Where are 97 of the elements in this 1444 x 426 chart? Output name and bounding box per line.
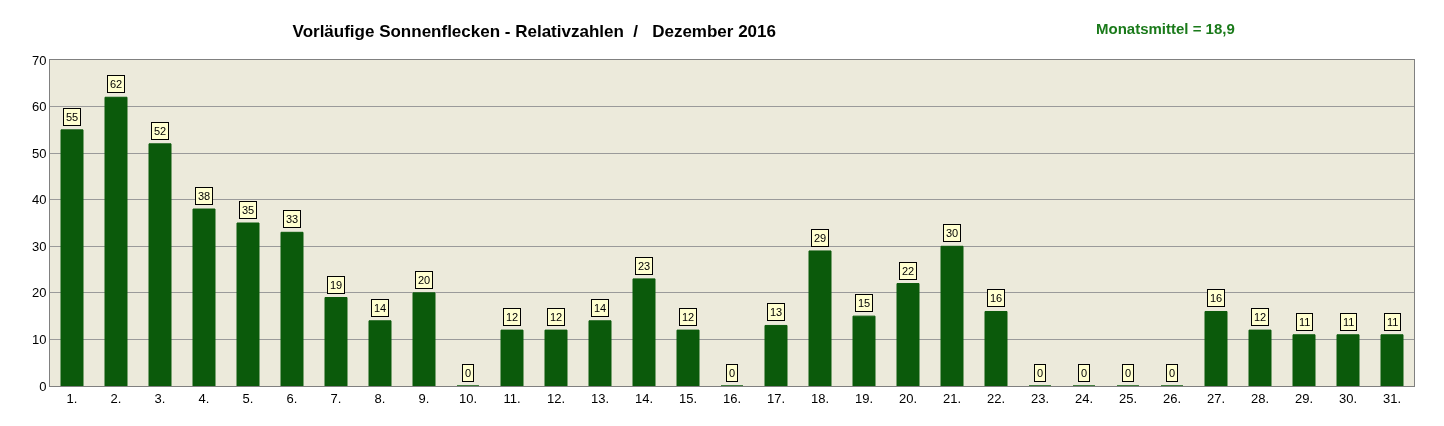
x-tick-label: 14. bbox=[634, 390, 654, 406]
bar bbox=[104, 96, 128, 386]
bar bbox=[1292, 334, 1316, 386]
y-tick-label: 30 bbox=[31, 238, 47, 254]
x-tick-label: 9. bbox=[418, 390, 430, 406]
bar bbox=[1380, 334, 1404, 386]
data-label: 0 bbox=[729, 367, 736, 379]
x-tick-label: 13. bbox=[590, 390, 610, 406]
x-tick-label: 23. bbox=[1030, 390, 1050, 406]
x-tick-label: 21. bbox=[942, 390, 962, 406]
bar bbox=[192, 208, 216, 386]
y-tick-label: 10 bbox=[31, 331, 47, 347]
bar bbox=[808, 250, 832, 386]
data-label: 55 bbox=[66, 111, 79, 123]
x-tick-label: 2. bbox=[110, 390, 122, 406]
x-tick-label: 6. bbox=[286, 390, 298, 406]
bar bbox=[1336, 334, 1360, 386]
data-label: 11 bbox=[1387, 316, 1399, 328]
data-label: 30 bbox=[946, 227, 959, 239]
data-label: 0 bbox=[1125, 367, 1132, 379]
data-label: 14 bbox=[374, 302, 387, 314]
data-label: 14 bbox=[594, 302, 607, 314]
x-tick-label: 25. bbox=[1118, 390, 1138, 406]
data-label: 12 bbox=[506, 311, 519, 323]
x-tick-label: 20. bbox=[898, 390, 918, 406]
x-tick-label: 7. bbox=[330, 390, 342, 406]
bar bbox=[324, 297, 348, 386]
x-tick-label: 26. bbox=[1162, 390, 1182, 406]
y-tick-label: 20 bbox=[31, 285, 47, 301]
x-tick-label: 27. bbox=[1206, 390, 1226, 406]
bar bbox=[60, 129, 84, 386]
data-label: 33 bbox=[286, 213, 299, 225]
data-label: 62 bbox=[110, 78, 123, 90]
x-tick-label: 31. bbox=[1382, 390, 1402, 406]
x-tick-label: 8. bbox=[374, 390, 386, 406]
data-label: 12 bbox=[550, 311, 563, 323]
data-label: 23 bbox=[638, 260, 651, 272]
data-label: 0 bbox=[465, 367, 472, 379]
x-tick-label: 18. bbox=[810, 390, 830, 406]
x-tick-label: 28. bbox=[1250, 390, 1270, 406]
bar bbox=[676, 329, 700, 386]
data-label: 35 bbox=[242, 204, 255, 216]
bar bbox=[940, 245, 964, 386]
data-label: 22 bbox=[902, 265, 915, 277]
data-label: 0 bbox=[1081, 367, 1088, 379]
bar bbox=[1204, 310, 1228, 386]
bar bbox=[412, 292, 436, 386]
x-tick-label: 19. bbox=[854, 390, 874, 406]
y-tick-label: 70 bbox=[31, 52, 47, 68]
bar bbox=[280, 231, 304, 386]
x-tick-label: 1. bbox=[66, 390, 78, 406]
x-tick-label: 22. bbox=[986, 390, 1006, 406]
text: Monatsmittel = 18,9 bbox=[1096, 20, 1235, 37]
data-label: 38 bbox=[198, 190, 211, 202]
data-label: 0 bbox=[1037, 367, 1044, 379]
x-tick-label: 4. bbox=[198, 390, 210, 406]
data-label: 11 bbox=[1343, 316, 1355, 328]
x-tick-label: 15. bbox=[678, 390, 698, 406]
chart-title: Vorläufige Sonnenflecken - Relativzahlen / Dezember 2016 bbox=[292, 22, 776, 42]
data-label: 11 bbox=[1299, 316, 1311, 328]
y-tick-label: 60 bbox=[31, 99, 47, 115]
data-label: 19 bbox=[330, 279, 343, 291]
data-label: 12 bbox=[1254, 311, 1267, 323]
data-label: 12 bbox=[682, 311, 695, 323]
y-tick-label: 50 bbox=[31, 145, 47, 161]
bar bbox=[896, 283, 920, 386]
data-label: 0 bbox=[1169, 367, 1176, 379]
x-tick-label: 29. bbox=[1294, 390, 1314, 406]
bar bbox=[852, 315, 876, 386]
data-label: 20 bbox=[418, 274, 431, 286]
x-tick-label: 3. bbox=[154, 390, 166, 406]
data-label: 13 bbox=[770, 306, 783, 318]
x-tick-label: 30. bbox=[1338, 390, 1358, 406]
y-tick-label: 40 bbox=[31, 192, 47, 208]
bar bbox=[588, 320, 612, 386]
bar bbox=[148, 143, 172, 386]
bar bbox=[1248, 329, 1272, 386]
x-tick-label: 17. bbox=[766, 390, 786, 406]
data-label: 15 bbox=[858, 297, 871, 309]
bar bbox=[500, 329, 524, 386]
data-label: 16 bbox=[990, 292, 1003, 304]
bar bbox=[632, 278, 656, 386]
x-tick-label: 16. bbox=[722, 390, 742, 406]
x-tick-label: 11. bbox=[503, 390, 521, 406]
data-label: 16 bbox=[1210, 292, 1223, 304]
bar bbox=[368, 320, 392, 386]
data-label: 52 bbox=[154, 125, 167, 137]
y-tick-label: 0 bbox=[39, 378, 47, 394]
x-tick-label: 5. bbox=[242, 390, 254, 406]
bar bbox=[544, 329, 568, 386]
x-tick-label: 24. bbox=[1074, 390, 1094, 406]
bar bbox=[764, 324, 788, 386]
x-tick-label: 12. bbox=[546, 390, 566, 406]
bar bbox=[984, 310, 1008, 386]
x-tick-label: 10. bbox=[458, 390, 478, 406]
bar bbox=[236, 222, 260, 386]
data-label: 29 bbox=[814, 232, 827, 244]
